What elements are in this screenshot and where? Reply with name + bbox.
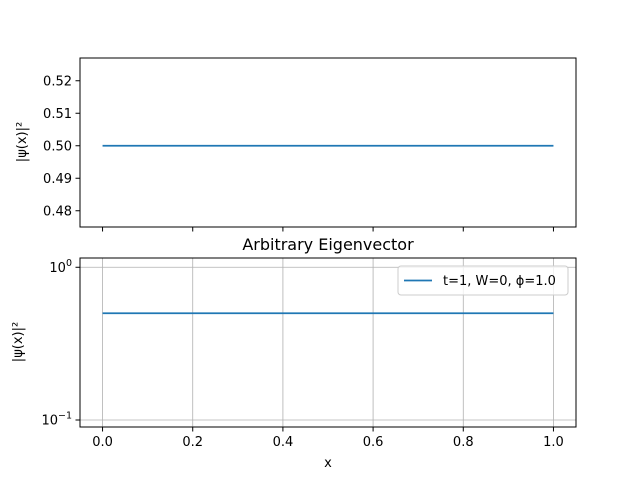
x-tick-label: 0.0 (92, 435, 113, 450)
x-tick-label: 0.6 (363, 435, 384, 450)
bottom-subplot-ticks: 0.0 0.2 0.4 0.6 0.8 1.0 10−1 100 (41, 258, 563, 450)
legend: t=1, W=0, ϕ=1.0 (397, 265, 569, 296)
x-tick-label: 1.0 (543, 435, 564, 450)
y-tick-label: 10−1 (41, 411, 72, 429)
x-tick-label: 0.4 (273, 435, 294, 450)
legend-box (397, 265, 569, 296)
bottom-subplot: 0.0 0.2 0.4 0.6 0.8 1.0 10−1 100 Arbitrary Eige… (11, 235, 577, 471)
y-tick-label: 0.52 (43, 74, 72, 89)
bottom-subplot-xlabel: x (324, 456, 332, 471)
y-tick-label: 100 (49, 258, 72, 276)
bottom-subplot-frame (79, 257, 577, 428)
y-tick-label: 0.49 (43, 172, 72, 187)
top-subplot-frame (79, 57, 577, 228)
top-subplot-ticks: 0.48 0.49 0.50 0.51 0.52 (43, 74, 554, 232)
x-tick-label: 0.2 (182, 435, 203, 450)
legend-entry-label: t=1, W=0, ϕ=1.0 (443, 274, 556, 289)
y-tick-label: 0.51 (43, 107, 72, 122)
bottom-subplot-ylabel: |ψ(x)|² (11, 322, 26, 362)
top-subplot: 0.48 0.49 0.50 0.51 0.52 |ψ(x)|² (15, 57, 577, 232)
x-tick-label: 0.8 (453, 435, 474, 450)
top-subplot-ylabel: |ψ(x)|² (15, 122, 30, 162)
y-tick-label: 0.50 (43, 139, 72, 154)
bottom-subplot-title: Arbitrary Eigenvector (242, 235, 414, 254)
y-tick-label: 0.48 (43, 204, 72, 219)
